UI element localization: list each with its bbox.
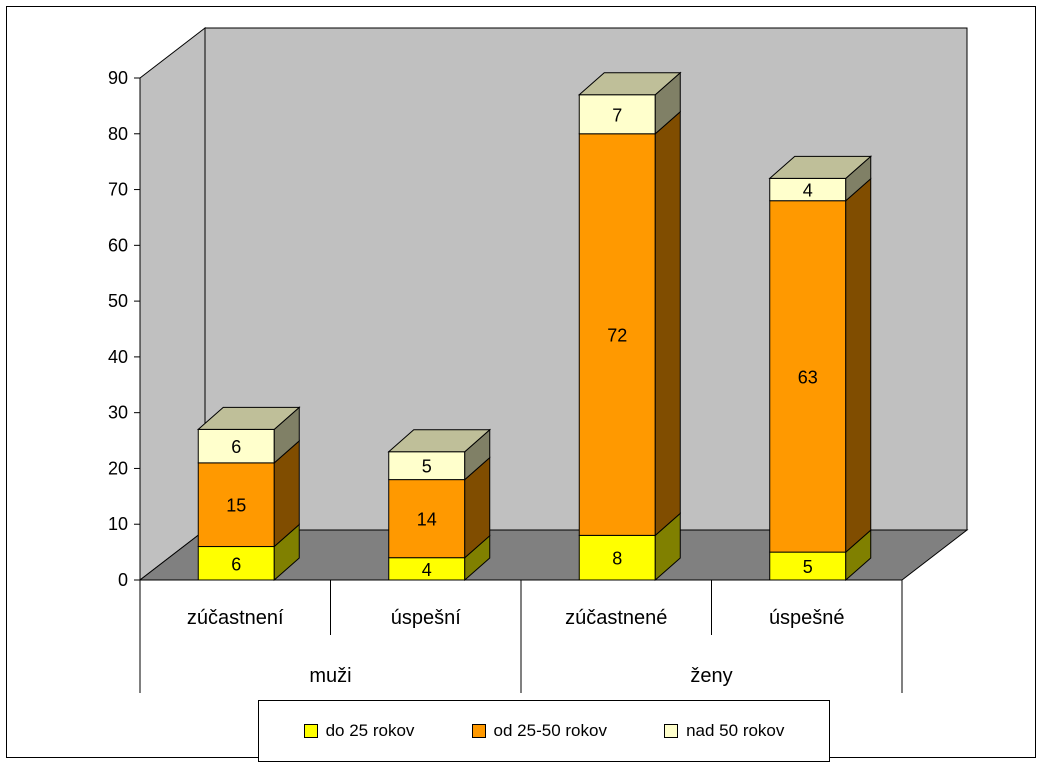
bar-side-face (845, 177, 872, 554)
y-tick-label: 0 (118, 570, 128, 590)
x-category-label: úspešné (769, 607, 845, 629)
legend-swatch-over-50 (664, 724, 679, 738)
legend-label-over-50: nad 50 rokov (686, 721, 785, 740)
x-group-label: muži (309, 665, 351, 687)
bar-value-label: 14 (417, 510, 437, 530)
y-tick-label: 60 (108, 235, 128, 255)
legend-swatch-under-25 (303, 724, 318, 738)
y-tick-label: 90 (108, 68, 128, 88)
legend-item-under-25: do 25 rokov (303, 721, 415, 741)
x-group-label: ženy (690, 665, 732, 687)
legend: do 25 rokov od 25-50 rokov nad 50 rokov (258, 700, 830, 762)
x-category-label: zúčastnení (187, 607, 284, 629)
bar-value-label: 4 (422, 560, 432, 580)
bar-top-face (768, 155, 873, 179)
bar-segment (769, 200, 847, 553)
bar-side-face (654, 110, 681, 537)
bar-segment (769, 551, 847, 581)
bar-segment (388, 451, 466, 481)
bar-value-label: 72 (607, 326, 627, 346)
bar-value-label: 4 (803, 181, 813, 201)
bar-segment (578, 94, 656, 135)
bar-top-face (196, 406, 301, 430)
y-tick-label: 80 (108, 124, 128, 144)
x-category-label: úspešní (391, 607, 461, 629)
bar-value-label: 5 (422, 457, 432, 477)
bar-value-label: 8 (612, 549, 622, 569)
y-tick-label: 70 (108, 180, 128, 200)
bar-value-label: 6 (231, 437, 241, 457)
legend-label-under-25: do 25 rokov (325, 721, 415, 740)
bar-value-label: 15 (226, 496, 246, 516)
y-tick-label: 50 (108, 291, 128, 311)
bar-value-label: 7 (612, 105, 622, 125)
bar-value-label: 5 (803, 557, 813, 577)
x-category-label: zúčastnené (565, 607, 667, 629)
legend-label-25-50: od 25-50 rokov (493, 721, 607, 740)
legend-swatch-25-50 (471, 724, 486, 738)
legend-item-25-50: od 25-50 rokov (471, 721, 607, 741)
y-tick-label: 40 (108, 347, 128, 367)
bar-top-face (387, 429, 492, 453)
bar-segment (388, 479, 466, 559)
bar-segment (578, 534, 656, 581)
y-tick-label: 20 (108, 458, 128, 478)
y-tick-label: 10 (108, 514, 128, 534)
legend-item-over-50: nad 50 rokov (664, 721, 784, 741)
y-tick-label: 30 (108, 403, 128, 423)
bar-top-face (577, 72, 682, 96)
side-wall (139, 26, 206, 582)
bar-value-label: 6 (231, 554, 241, 574)
bar-value-label: 63 (798, 367, 818, 387)
